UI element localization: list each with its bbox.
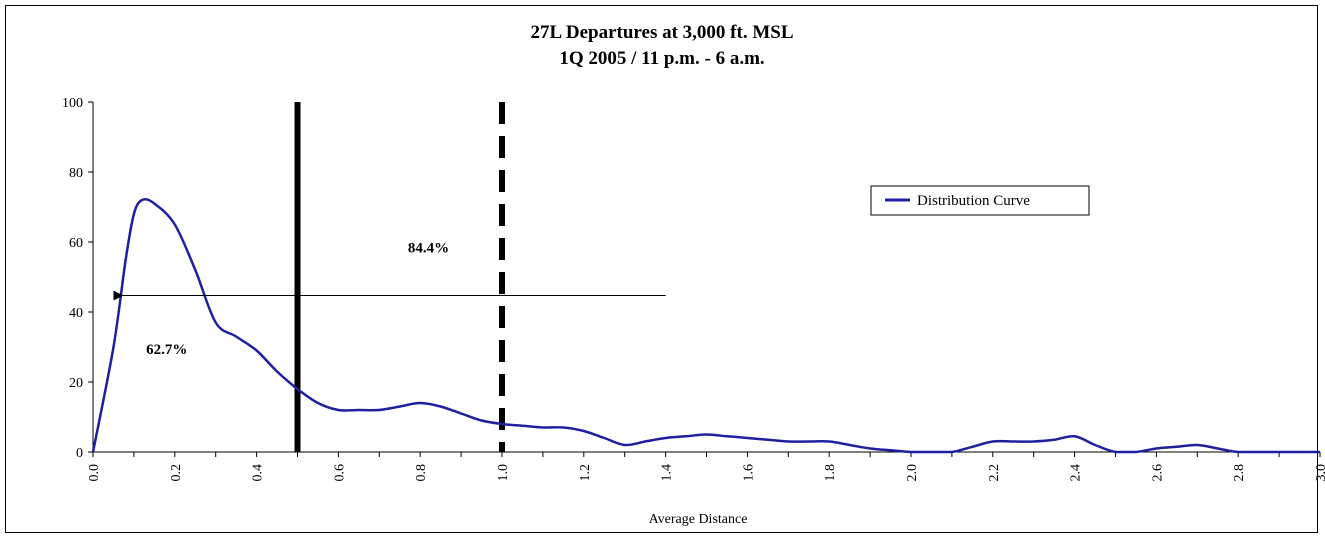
x-tick-label: 2.6 — [1150, 464, 1165, 482]
x-tick-label: 2.2 — [987, 464, 1002, 482]
chart-subtitle: 1Q 2005 / 11 p.m. - 6 a.m. — [559, 48, 764, 69]
x-tick-label: 1.2 — [578, 464, 593, 482]
series-line-distribution-curve — [91, 198, 1320, 454]
chart-frame — [5, 5, 1318, 533]
x-tick-label: 0.4 — [251, 464, 266, 482]
y-tick-label: 0 — [76, 446, 83, 461]
x-tick-label: 0.6 — [332, 464, 347, 482]
x-tick-label: 2.4 — [1069, 464, 1084, 482]
y-tick-label: 20 — [69, 376, 83, 391]
y-tick-label: 40 — [69, 306, 83, 321]
legend: Distribution Curve — [870, 185, 1090, 216]
annotations: 84.4% 62.7% — [146, 241, 449, 359]
x-tick-label: 1.0 — [496, 464, 511, 482]
x-tick-label: 2.0 — [905, 464, 920, 482]
y-tick-label: 100 — [62, 96, 83, 111]
y-tick-label: 60 — [69, 236, 83, 251]
annotation-label: 84.4% — [408, 241, 449, 257]
chart-axes — [88, 101, 1321, 457]
x-tick-label: 0.8 — [414, 464, 429, 482]
x-tick-label: 0.2 — [169, 464, 184, 482]
annotation-label: 62.7% — [146, 342, 187, 358]
x-axis-label: Average Distance — [649, 512, 748, 527]
chart-title: 27L Departures at 3,000 ft. MSL — [531, 22, 794, 43]
x-tick-label: 1.4 — [660, 464, 675, 482]
legend-label: Distribution Curve — [917, 193, 1030, 209]
series-group — [91, 198, 1320, 454]
reference-lines — [294, 102, 505, 452]
y-tick-label: 80 — [69, 166, 83, 181]
x-tick-label: 1.6 — [741, 464, 756, 482]
x-tick-label: 2.8 — [1232, 464, 1247, 482]
x-tick-label: 3.0 — [1314, 464, 1325, 482]
x-tick-label: 1.8 — [823, 464, 838, 482]
x-tick-label: 0.0 — [87, 464, 102, 482]
y-tick-labels: 0 20 40 60 80 100 — [62, 96, 83, 461]
x-tick-labels: 0.0 0.2 0.4 0.6 0.8 1.0 1.2 1.4 1.6 1.8 2.0 2.2 2.4 2… — [87, 464, 1325, 482]
